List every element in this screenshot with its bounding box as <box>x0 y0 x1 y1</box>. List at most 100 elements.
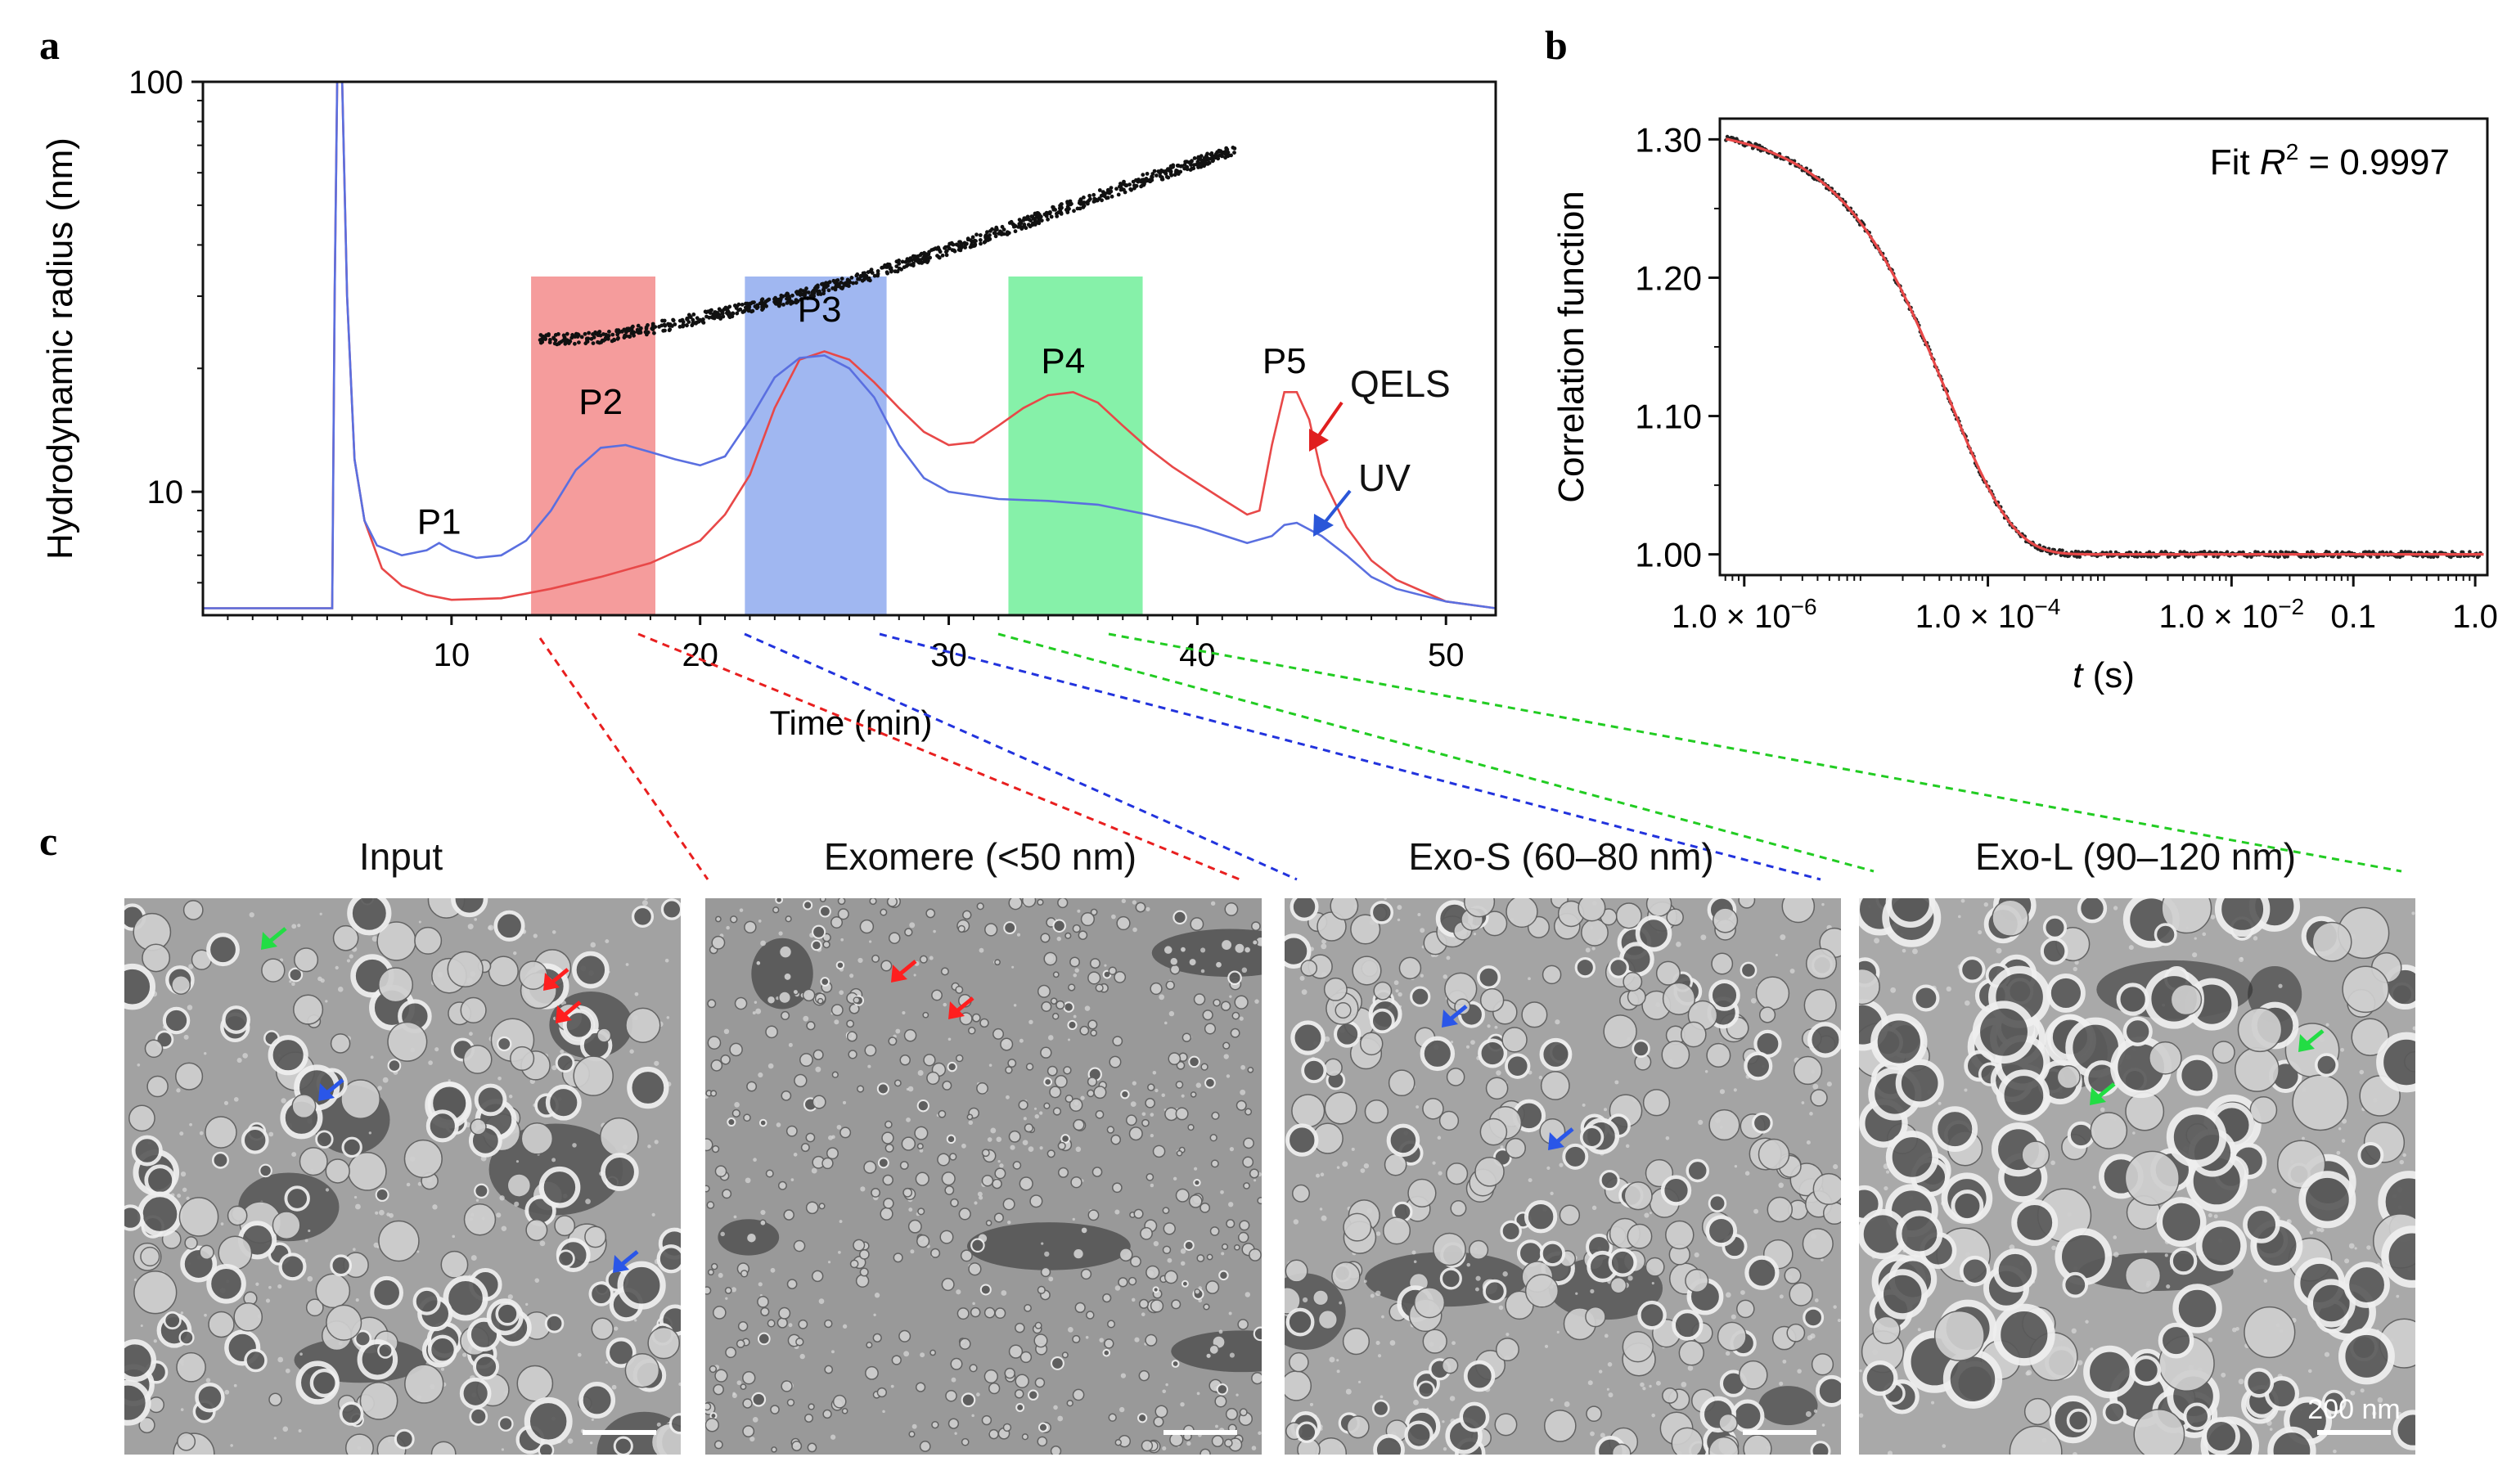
background-speck <box>533 933 538 938</box>
background-speck <box>2221 1372 2226 1378</box>
background-speck <box>176 1088 181 1093</box>
background-speck <box>304 1239 308 1243</box>
vesicle <box>1885 1131 1939 1184</box>
vesicle <box>387 1021 428 1062</box>
background-speck <box>736 1380 742 1386</box>
chart-b-ticks: 1.001.101.201.301.0 × 10−6 1.0 × 10−4 1.0 … <box>1635 120 2498 635</box>
background-speck <box>605 939 610 944</box>
radius-scatter <box>538 146 1237 347</box>
vesicle <box>1147 1083 1155 1091</box>
background-speck <box>647 1144 651 1149</box>
radius-point <box>1051 205 1055 209</box>
background-speck <box>1165 1383 1168 1387</box>
background-speck <box>2333 1449 2337 1454</box>
vesicle <box>1539 1240 1566 1266</box>
radius-point <box>1097 188 1102 192</box>
background-speck <box>2324 1351 2330 1357</box>
chart-b-xlabel: t (s) <box>2073 655 2135 695</box>
radius-point <box>615 332 620 337</box>
radius-point <box>1019 226 1024 230</box>
radius-point <box>835 284 839 289</box>
background-speck <box>377 1086 382 1091</box>
vesicle <box>1802 1228 1834 1260</box>
x-tick-label: 10 <box>434 637 470 673</box>
vesicle <box>1291 1094 1326 1128</box>
vesicle <box>869 898 877 906</box>
background-speck <box>1150 1113 1154 1117</box>
radius-point <box>1021 218 1026 223</box>
vesicle <box>884 1143 894 1153</box>
vesicle <box>737 1321 749 1332</box>
correlation-point <box>2335 550 2339 555</box>
vesicle <box>1145 1097 1155 1109</box>
background-speck <box>1789 969 1795 974</box>
background-speck <box>187 1005 193 1010</box>
vesicle <box>857 1085 865 1093</box>
vesicle <box>950 1198 959 1207</box>
radius-point <box>1168 164 1173 169</box>
connector-line <box>1108 632 2402 873</box>
background-speck <box>920 1352 925 1358</box>
vesicle <box>1781 898 1816 924</box>
vesicle <box>124 1339 157 1383</box>
vesicle <box>573 1055 614 1096</box>
vesicle <box>1199 1448 1211 1455</box>
vesicle <box>330 1033 351 1054</box>
vesicle <box>1579 1125 1605 1149</box>
vesicle <box>922 1011 929 1019</box>
vesicle <box>1494 1413 1518 1437</box>
vesicle <box>1877 1269 1928 1320</box>
vesicle <box>1025 1063 1034 1071</box>
background-speck <box>811 1167 817 1174</box>
vesicle <box>1300 960 1318 977</box>
radius-point <box>552 341 557 346</box>
green-arrow-icon <box>2090 1082 2116 1105</box>
radius-point <box>1022 223 1027 227</box>
background-speck <box>1228 1202 1234 1207</box>
background-speck <box>1080 1095 1085 1100</box>
vesicle <box>1803 1306 1825 1329</box>
background-speck <box>1912 948 1918 955</box>
vesicle <box>1524 1274 1560 1308</box>
background-speck <box>1339 1301 1343 1305</box>
vesicle <box>510 1046 535 1072</box>
vesicle <box>144 1039 164 1059</box>
vesicle <box>347 1152 387 1191</box>
vesicle <box>451 898 488 918</box>
background-speck <box>1195 1082 1202 1088</box>
vesicle <box>1812 1172 1841 1206</box>
background-speck <box>560 1050 565 1054</box>
radius-point <box>1189 163 1193 167</box>
background-speck <box>1809 1112 1813 1116</box>
background-speck <box>1978 929 1983 935</box>
radius-point <box>733 304 737 308</box>
background-speck <box>501 1448 505 1451</box>
vesicle <box>1609 1276 1627 1294</box>
vesicle <box>1079 1025 1090 1036</box>
vesicle <box>2243 1206 2280 1243</box>
vesicle <box>1933 1310 1985 1361</box>
vesicle <box>2338 1328 2395 1385</box>
radius-point <box>738 307 743 312</box>
radius-point <box>671 318 676 323</box>
background-speck <box>731 1287 736 1293</box>
vesicle <box>1317 1309 1339 1330</box>
radius-point <box>1180 164 1184 169</box>
radius-point <box>833 280 837 285</box>
x-tick-label: 1.0 × 10−6 <box>1672 594 1817 635</box>
vesicle <box>1872 1315 1901 1345</box>
vesicle <box>765 1025 778 1039</box>
background-speck <box>1651 1413 1655 1418</box>
vesicle <box>979 1018 989 1028</box>
vesicle <box>1543 1410 1577 1442</box>
background-speck <box>788 1323 793 1328</box>
background-speck <box>968 1120 974 1126</box>
vesicle <box>1483 1279 1507 1303</box>
vesicle <box>1622 1331 1654 1363</box>
background-speck <box>1397 905 1402 911</box>
vesicle <box>705 1418 720 1432</box>
vesicle <box>824 1319 833 1329</box>
background-speck <box>1393 980 1399 986</box>
vesicle <box>930 1248 941 1258</box>
background-speck <box>1413 1260 1417 1264</box>
